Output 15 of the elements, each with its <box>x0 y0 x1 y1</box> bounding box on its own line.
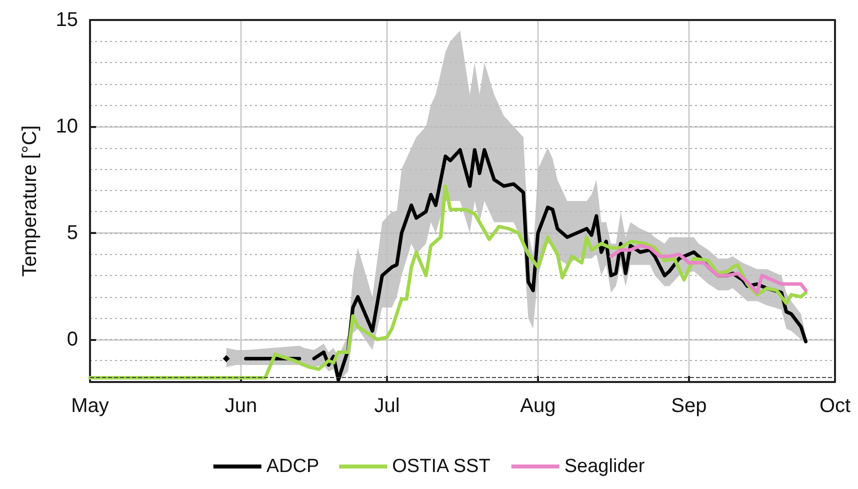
legend-label: Seaglider <box>564 456 646 477</box>
x-tick-label: Oct <box>819 395 851 417</box>
y-axis-title: Temperature [°C] <box>19 125 41 277</box>
legend-label: ADCP <box>266 456 320 477</box>
legend-label: OSTIA SST <box>392 456 491 477</box>
x-tick-label: Jun <box>224 395 258 417</box>
y-tick-label: 10 <box>56 115 78 138</box>
y-tick-label: 0 <box>66 328 78 350</box>
x-tick-label: Aug <box>520 395 556 417</box>
line-series <box>609 244 808 294</box>
x-tick-label: Sep <box>671 395 707 417</box>
x-tick-label: Jul <box>374 395 400 417</box>
y-tick-label: 15 <box>56 9 78 31</box>
y-tick-label: 5 <box>66 222 78 244</box>
x-tick-label: May <box>71 395 109 417</box>
